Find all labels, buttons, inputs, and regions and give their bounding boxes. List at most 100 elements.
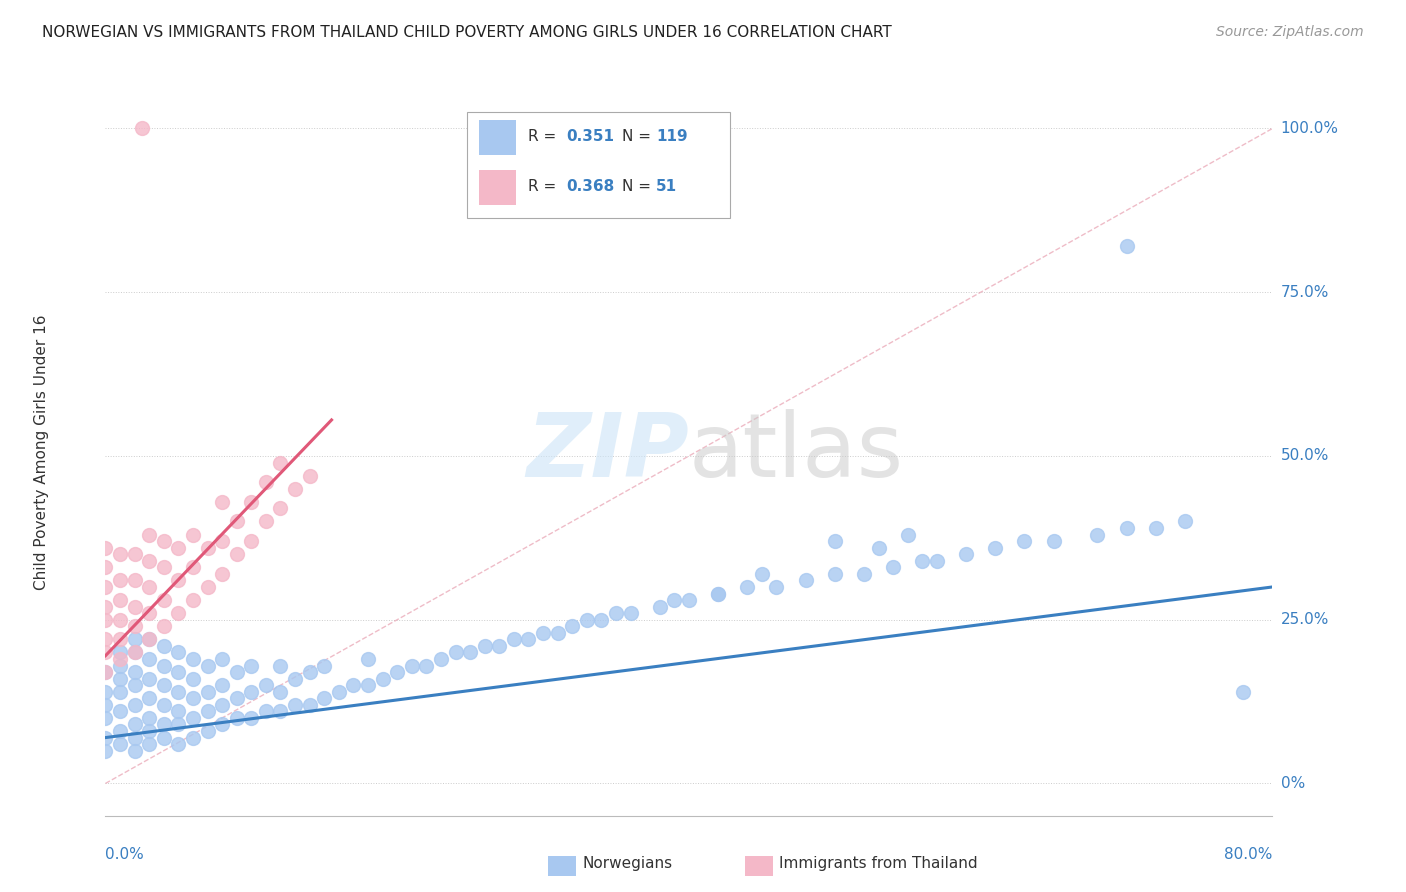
Point [619, 606, 641, 620]
Text: 50.0%: 50.0% [1281, 449, 1329, 464]
Point [181, 672, 204, 686]
Text: 0.368: 0.368 [567, 179, 614, 194]
Point [153, 534, 174, 549]
Point [211, 698, 233, 712]
Point [458, 645, 481, 659]
Point [131, 121, 153, 136]
Point [678, 593, 700, 607]
Text: R =: R = [527, 179, 561, 194]
Point [124, 547, 146, 561]
Text: 80.0%: 80.0% [1225, 847, 1272, 862]
Point [225, 711, 247, 725]
Point [108, 705, 131, 719]
Text: Child Poverty Among Girls Under 16: Child Poverty Among Girls Under 16 [34, 315, 49, 591]
Point [385, 665, 409, 679]
Point [108, 593, 131, 607]
Text: 75.0%: 75.0% [1281, 285, 1329, 300]
Text: 51: 51 [657, 179, 678, 194]
Point [328, 684, 350, 698]
Text: 119: 119 [657, 129, 688, 144]
Point [852, 566, 875, 581]
Point [240, 711, 263, 725]
Text: 25.0%: 25.0% [1281, 612, 1329, 627]
Point [108, 632, 131, 647]
Text: Immigrants from Thailand: Immigrants from Thailand [779, 856, 977, 871]
Point [605, 606, 627, 620]
Point [181, 652, 204, 666]
Point [94, 684, 117, 698]
Point [765, 580, 787, 594]
Point [94, 599, 117, 614]
Point [181, 691, 204, 706]
Point [984, 541, 1007, 555]
Point [167, 737, 190, 751]
Point [124, 645, 146, 659]
Point [298, 698, 321, 712]
Point [181, 731, 204, 745]
Point [197, 705, 219, 719]
Point [298, 468, 321, 483]
Point [108, 672, 131, 686]
Point [181, 560, 204, 574]
Point [167, 645, 190, 659]
Point [94, 744, 117, 758]
Point [153, 619, 174, 633]
FancyBboxPatch shape [479, 169, 516, 205]
Point [108, 613, 131, 627]
Point [298, 665, 321, 679]
Point [108, 684, 131, 698]
Point [824, 566, 846, 581]
Point [254, 705, 277, 719]
Point [737, 580, 759, 594]
Point [591, 613, 613, 627]
Point [124, 717, 146, 731]
Point [153, 717, 174, 731]
Point [955, 547, 977, 561]
Point [153, 678, 174, 692]
Point [824, 534, 846, 549]
Point [167, 574, 190, 588]
Point [211, 678, 233, 692]
Point [751, 566, 773, 581]
Point [240, 658, 263, 673]
Point [124, 619, 146, 633]
Point [269, 501, 292, 516]
Point [94, 632, 117, 647]
Point [167, 541, 190, 555]
Point [707, 586, 730, 600]
Point [167, 665, 190, 679]
Point [1115, 239, 1137, 253]
Point [197, 684, 219, 698]
Point [167, 684, 190, 698]
Point [167, 705, 190, 719]
Point [254, 678, 277, 692]
Point [153, 639, 174, 653]
Point [94, 580, 117, 594]
Point [181, 527, 204, 541]
Point [108, 652, 131, 666]
Text: atlas: atlas [689, 409, 904, 496]
Point [138, 632, 160, 647]
Point [284, 672, 307, 686]
Point [430, 652, 453, 666]
Point [488, 639, 510, 653]
Point [314, 658, 336, 673]
Point [474, 639, 496, 653]
Text: ZIP: ZIP [526, 409, 689, 496]
Point [153, 698, 174, 712]
Point [897, 527, 920, 541]
Point [138, 652, 160, 666]
Point [284, 482, 307, 496]
Point [211, 566, 233, 581]
Point [868, 541, 890, 555]
Point [108, 724, 131, 739]
Point [153, 658, 174, 673]
Point [911, 554, 934, 568]
Point [225, 547, 247, 561]
Point [197, 658, 219, 673]
Point [1087, 527, 1109, 541]
Point [1232, 684, 1254, 698]
Point [254, 475, 277, 490]
Point [124, 599, 146, 614]
Point [153, 731, 174, 745]
